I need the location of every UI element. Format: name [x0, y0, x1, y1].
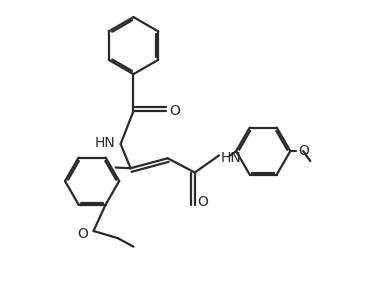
Text: HN: HN	[94, 136, 115, 149]
Text: HN: HN	[221, 151, 241, 165]
Text: O: O	[198, 196, 208, 209]
Text: O: O	[77, 227, 88, 241]
Text: O: O	[298, 144, 309, 158]
Text: O: O	[169, 104, 180, 118]
